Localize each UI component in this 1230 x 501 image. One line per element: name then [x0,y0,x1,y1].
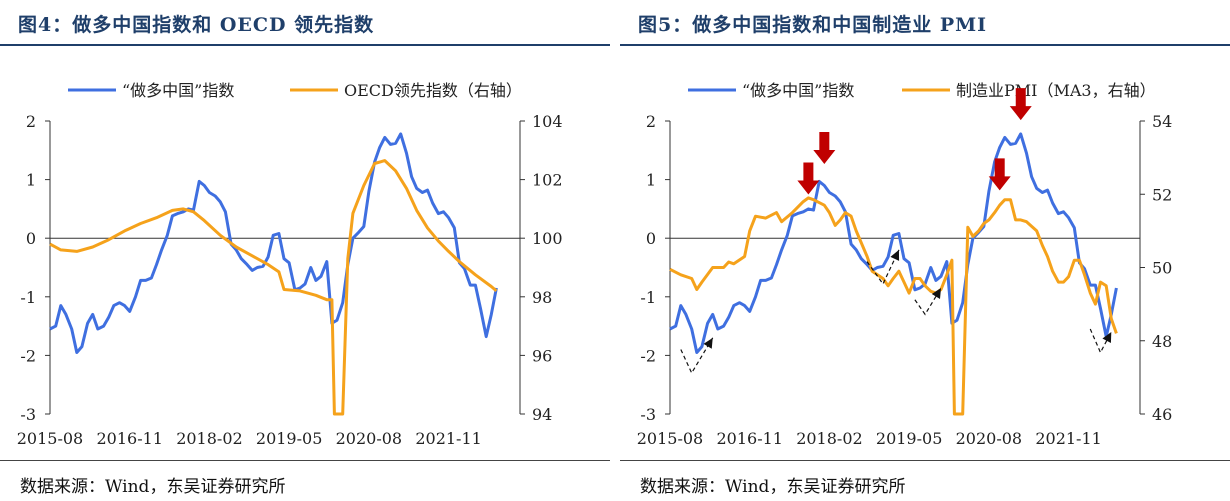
y-tick-label-left: 1 [646,171,656,190]
x-tick-label: 2018-02 [796,429,862,448]
dashed-reversal-mark [680,337,714,375]
y-tick-label-right: 52 [1152,185,1172,204]
reversal-arrow-head [890,249,900,261]
x-tick-label: 2015-08 [17,429,83,448]
y-tick-label-left: -2 [640,346,656,365]
source-divider [620,460,1230,461]
x-tick-label: 2016-11 [96,429,162,448]
red-down-arrow [797,162,820,195]
source-note: 数据来源：Wind，东吴证券研究所 [640,477,906,497]
x-tick-label: 2016-11 [716,429,782,448]
chart-title: 图5：做多中国指数和中国制造业 PMI [638,14,988,36]
y-tick-label-left: 2 [646,112,656,131]
y-tick-label-left: -3 [20,405,36,424]
series-line-secondary [49,159,498,416]
y-tick-label-right: 50 [1152,259,1172,278]
x-tick-label: 2021-11 [1035,429,1101,448]
y-tick-label-right: 48 [1152,332,1172,351]
series-line-long-china [49,132,498,354]
x-tick-label: 2020-08 [336,429,402,448]
y-tick-label-right: 54 [1152,112,1172,131]
legend-label: “做多中国”指数 [122,81,234,100]
reversal-arrow-head [1102,331,1112,343]
x-tick-label: 2015-08 [637,429,703,448]
line-chart: 2 1 0 -1 -2 -3 104 102 100 98 96 94 2015-08 2016-11 20… [17,81,563,448]
source-note: 数据来源：Wind，东吴证券研究所 [20,477,286,497]
x-tick-label: 2021-11 [415,429,481,448]
red-down-arrow [1009,88,1032,121]
legend-label: “做多中国”指数 [742,81,854,100]
chart-panel-right: 图5：做多中国指数和中国制造业 PMI 2 1 0 -1 -2 -3 54 52 50 48 46 2… [620,0,1230,501]
y-tick-label-right: 98 [532,288,552,307]
dashed-reversal-mark [914,287,942,316]
y-tick-label-right: 104 [532,112,563,131]
x-tick-label: 2019-05 [876,429,942,448]
title-divider [0,44,610,46]
red-down-arrow [813,132,836,165]
y-tick-label-left: -3 [640,405,656,424]
legend-label: OECD领先指数（右轴） [344,81,522,100]
legend-label: 制造业PMI（MA3，右轴） [956,81,1156,100]
y-tick-label-right: 46 [1152,405,1172,424]
chart-title: 图4：做多中国指数和 OECD 领先指数 [18,14,375,36]
x-tick-label: 2018-02 [176,429,242,448]
y-tick-label-right: 100 [532,229,563,248]
line-chart: 2 1 0 -1 -2 -3 54 52 50 48 46 2015-08 2016-11 2018-02… [637,81,1173,448]
y-tick-label-left: 0 [646,229,656,248]
y-tick-label-left: -1 [640,288,656,307]
reversal-arrow-head [703,337,713,349]
red-down-arrow [988,158,1011,191]
dashed-reversal-mark [866,249,900,286]
y-tick-label-left: 2 [26,112,36,131]
y-tick-label-left: -2 [20,346,36,365]
series-line-secondary [669,196,1118,416]
dashed-reversal-mark [1089,328,1112,354]
y-tick-label-left: 0 [26,229,36,248]
y-tick-label-right: 102 [532,171,563,190]
y-tick-label-left: -1 [20,288,36,307]
chart-panel-left: 图4：做多中国指数和 OECD 领先指数 2 1 0 -1 -2 -3 104 102 100 9… [0,0,610,501]
series-line-long-china [669,132,1118,354]
y-tick-label-right: 94 [532,405,552,424]
y-tick-label-left: 1 [26,171,36,190]
x-tick-label: 2020-08 [956,429,1022,448]
x-tick-label: 2019-05 [256,429,322,448]
title-divider [620,44,1230,46]
source-divider [0,460,610,461]
reversal-arrow-head [931,288,942,299]
y-tick-label-right: 96 [532,346,552,365]
